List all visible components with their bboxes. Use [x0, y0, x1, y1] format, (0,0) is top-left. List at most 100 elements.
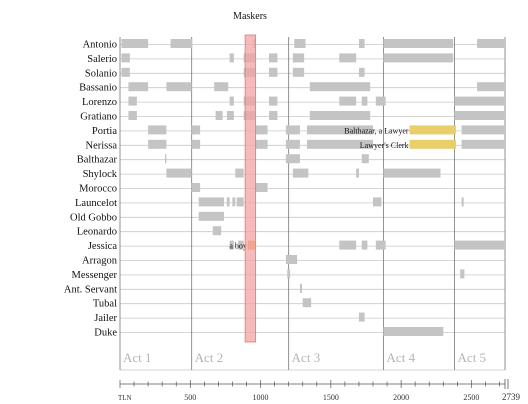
stage-presence-bar: [375, 96, 386, 106]
stage-presence-bar: [164, 154, 167, 164]
stage-presence-bar: [268, 111, 278, 120]
stage-presence-bar: [121, 39, 149, 48]
stage-presence-bar: [148, 125, 167, 135]
character-label: Duke: [94, 328, 117, 339]
stage-presence-bar: [128, 96, 137, 106]
stage-presence-bar: [339, 240, 357, 250]
disguise-label: Lawyer's Clerk: [360, 141, 409, 150]
stage-presence-bar: [229, 240, 234, 250]
stage-presence-bar: [128, 82, 149, 92]
character-label: Lorenzo: [82, 97, 117, 108]
character-label: Messenger: [72, 270, 118, 281]
stage-presence-bar: [309, 111, 371, 120]
act-label: Act 2: [195, 350, 224, 365]
stage-presence-bar: [358, 312, 365, 322]
stage-presence-bar: [361, 96, 368, 106]
character-label: Jessica: [88, 241, 117, 252]
stage-presence-bar: [121, 53, 130, 63]
character-label: Antonio: [83, 40, 117, 51]
stage-presence-bar: [287, 269, 291, 279]
stage-presence-bar: [292, 168, 309, 178]
character-label: Solanio: [85, 68, 117, 79]
disguise-label: Balthazar, a Lawyer: [344, 126, 409, 135]
character-label: Ant. Servant: [64, 284, 117, 295]
character-label: Tubal: [93, 299, 117, 310]
stage-presence-bar: [121, 67, 130, 77]
stage-presence-bar: [229, 53, 234, 63]
stage-presence-bar: [339, 96, 357, 106]
stage-presence-bar: [191, 139, 201, 149]
stage-presence-bar: [268, 53, 278, 63]
stage-presence-bar: [306, 125, 374, 135]
stage-presence-bar: [292, 53, 305, 63]
stage-presence-bar: [460, 269, 465, 279]
disguise-label: a boy: [229, 242, 247, 251]
stage-presence-bar: [454, 96, 505, 106]
stage-presence-bar: [461, 139, 505, 149]
stage-presence-bar: [292, 67, 305, 77]
stage-presence-bar: [238, 240, 244, 250]
stage-presence-bar: [268, 96, 278, 106]
stage-presence-bar: [212, 226, 222, 236]
x-axis-label: TLN: [118, 394, 132, 402]
stage-presence-bar: [361, 154, 369, 164]
stage-presence-bar: [148, 139, 167, 149]
stage-presence-bar: [454, 111, 505, 120]
stage-presence-bar: [461, 125, 505, 135]
stage-presence-bar: [226, 197, 230, 207]
stage-presence-bar: [461, 197, 464, 207]
stage-presence-bar: [375, 240, 386, 250]
stage-presence-bar: [214, 82, 229, 92]
character-label: Jailer: [94, 313, 117, 324]
chart-title: Maskers: [233, 11, 267, 22]
stage-presence-bar: [128, 111, 137, 120]
x-tick-label: 1000: [253, 393, 269, 402]
stage-presence-bar: [235, 168, 244, 178]
stage-presence-bar: [361, 240, 368, 250]
stage-presence-bar: [356, 168, 359, 178]
stage-presence-bar: [302, 298, 312, 308]
x-tick-label: 1500: [323, 393, 339, 402]
character-label: Arragon: [82, 256, 118, 267]
stage-presence-bar: [285, 125, 300, 135]
disguise-bar: [409, 139, 456, 149]
stage-presence-bar: [309, 82, 371, 92]
act-label: Act 3: [292, 350, 321, 365]
stage-presence-bar: [254, 125, 268, 135]
character-label: Morocco: [79, 184, 117, 195]
x-tick-label: 2500: [463, 393, 479, 402]
stage-presence-bar: [285, 154, 300, 164]
maskers-highlight-band: [244, 34, 257, 343]
stage-presence-bar: [477, 82, 505, 92]
x-tick-label: 500: [184, 393, 196, 402]
stage-presence-bar: [383, 53, 454, 63]
stage-presence-bar: [454, 240, 505, 250]
stage-presence-bar: [383, 168, 441, 178]
stage-presence-bar: [299, 283, 303, 293]
stage-presence-bar: [477, 39, 505, 48]
character-label: Leonardo: [77, 227, 117, 238]
stage-presence-bar: [191, 183, 201, 192]
character-label: Shylock: [83, 169, 118, 180]
stage-presence-bar: [198, 211, 225, 221]
stage-presence-bar: [306, 139, 374, 149]
character-label: Salerio: [87, 54, 117, 65]
stage-presence-bar: [383, 39, 454, 48]
disguise-bar: [409, 125, 456, 135]
x-axis-end-label: 2739: [502, 392, 521, 402]
stage-presence-bar: [166, 82, 192, 92]
stage-presence-bar: [254, 183, 268, 192]
character-label: Gratiano: [80, 112, 117, 123]
stage-presence-bar: [383, 327, 444, 336]
stage-presence-bar: [229, 96, 234, 106]
stage-presence-bar: [268, 67, 278, 77]
act-label: Act 4: [387, 350, 416, 365]
stage-presence-bar: [236, 197, 244, 207]
x-tick-label: 2000: [393, 393, 409, 402]
character-label: Old Gobbo: [70, 212, 117, 223]
stage-presence-bar: [254, 139, 268, 149]
stage-presence-bar: [339, 53, 357, 63]
character-label: Portia: [92, 126, 117, 137]
